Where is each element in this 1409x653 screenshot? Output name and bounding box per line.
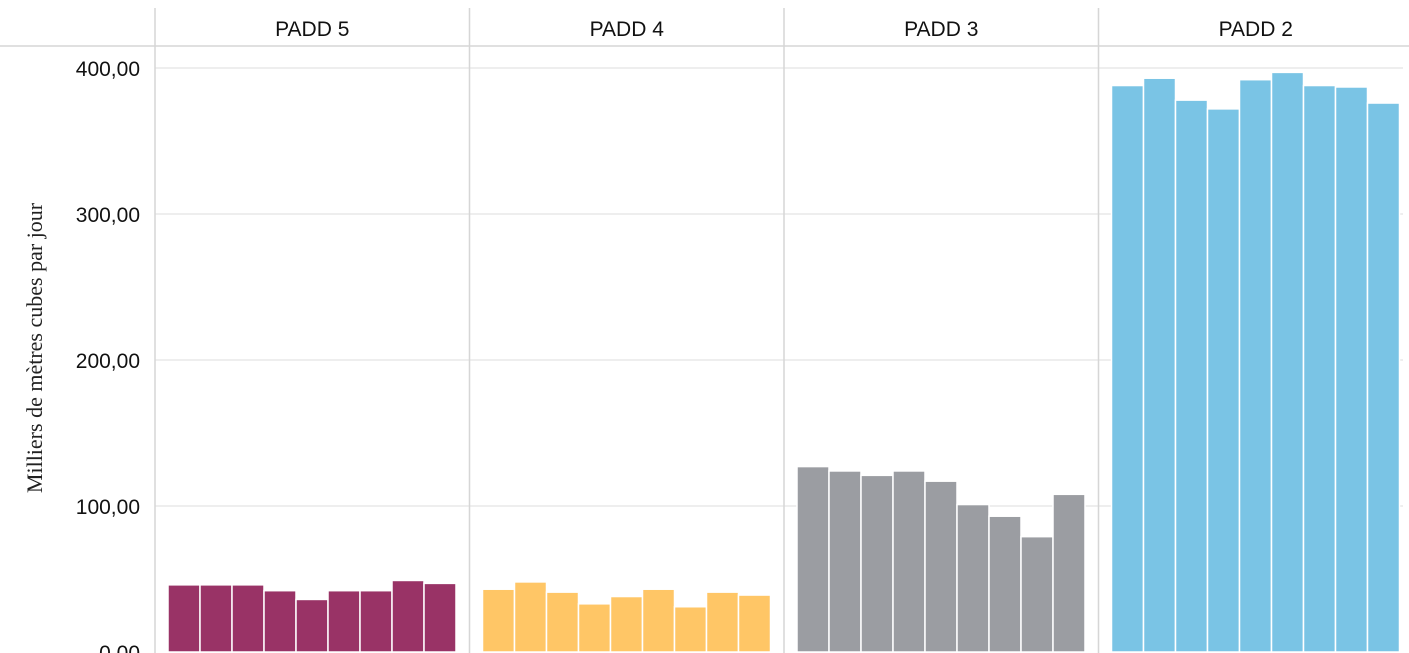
bar [1302, 84, 1337, 653]
panel-padd-3: PADD 3 [783, 8, 1086, 653]
bar [545, 591, 580, 653]
bar [828, 470, 862, 653]
y-tick-label: 0,00 [99, 642, 140, 653]
bar [167, 584, 201, 653]
bar [231, 584, 265, 653]
panel-label: PADD 4 [590, 18, 665, 41]
bar [737, 594, 772, 653]
panel-label: PADD 5 [275, 18, 349, 41]
panel-padd-2: PADD 2 [1097, 8, 1401, 653]
bar [1142, 77, 1177, 653]
bar [673, 605, 708, 653]
y-axis-ticks: 0,00 100,00 200,00 300,00 400,00 [76, 58, 140, 653]
bar [1110, 84, 1145, 653]
bar [391, 579, 425, 653]
bar [263, 589, 297, 653]
bar [481, 588, 516, 653]
bar [988, 515, 1022, 653]
bar [1238, 78, 1273, 653]
panel-label: PADD 2 [1219, 18, 1293, 41]
y-tick-label: 100,00 [76, 496, 140, 519]
bar [796, 465, 830, 653]
bar [1206, 108, 1241, 653]
bar [327, 589, 361, 653]
y-tick-label: 300,00 [76, 204, 140, 227]
bar [1334, 86, 1369, 653]
bar [1366, 102, 1401, 653]
bar [295, 598, 329, 653]
y-tick-label: 200,00 [76, 350, 140, 373]
bar [1020, 535, 1054, 653]
facet-panels: PADD 5 PADD 4 PADD 3 PADD 2 [167, 8, 1401, 653]
y-axis-title: Milliers de mètres cubes par jour [22, 202, 47, 493]
bar [1052, 493, 1086, 653]
panel-padd-4: PADD 4 [468, 8, 772, 653]
bar [609, 595, 644, 653]
bar [1270, 71, 1305, 653]
bar [199, 584, 233, 653]
panel-label: PADD 3 [904, 18, 978, 41]
bar [577, 603, 612, 653]
bar [423, 582, 457, 653]
y-tick-label: 400,00 [76, 58, 140, 81]
bar [1174, 99, 1209, 653]
bar [513, 581, 548, 653]
bar [956, 503, 990, 653]
bar [924, 480, 958, 653]
gridlines [0, 8, 1409, 653]
bar [860, 474, 894, 653]
panel-padd-5: PADD 5 [167, 18, 457, 653]
bar [359, 589, 393, 653]
bar [705, 591, 740, 653]
bar [892, 470, 926, 653]
bar [641, 588, 676, 653]
